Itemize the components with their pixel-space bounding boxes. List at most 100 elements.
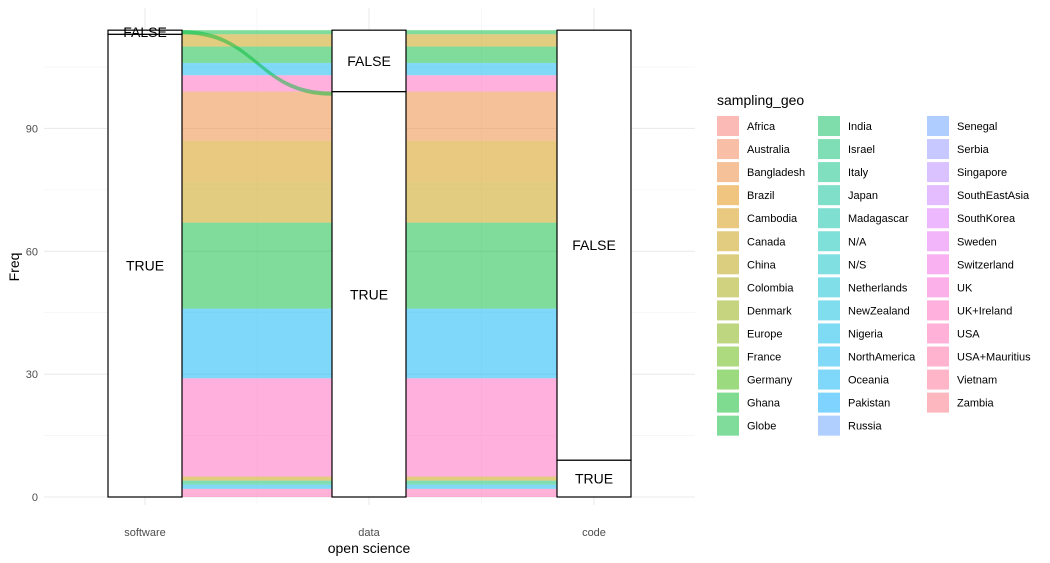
legend-key: [818, 323, 840, 344]
legend-label: N/S: [848, 259, 866, 271]
legend-key: [818, 185, 840, 206]
legend-label: Sweden: [957, 236, 997, 248]
legend-key: [717, 231, 739, 252]
legend-label: USA: [957, 328, 980, 340]
legend-key: [717, 162, 739, 183]
y-tick-label: 60: [26, 246, 38, 258]
legend-label: Madagascar: [848, 213, 909, 225]
x-tick-label: data: [358, 527, 380, 539]
legend-label: Pakistan: [848, 398, 890, 410]
legend-label: India: [848, 121, 873, 133]
legend-key: [927, 231, 949, 252]
legend-label: Canada: [747, 236, 786, 248]
legend-key: [717, 346, 739, 367]
legend-label: Europe: [747, 328, 782, 340]
legend-label: UK+Ireland: [957, 305, 1012, 317]
legend-label: Japan: [848, 190, 878, 202]
legend-key: [927, 392, 949, 413]
stratum-box: [107, 33, 183, 498]
strata: TRUE FALSE TRUE FALSE TRUE FALSE: [107, 24, 632, 498]
legend-label: France: [747, 352, 781, 364]
legend-key: [927, 277, 949, 298]
legend-label: Russia: [848, 421, 883, 433]
legend-key: [717, 254, 739, 275]
y-tick-label: 90: [26, 123, 38, 135]
legend-label: SouthKorea: [957, 213, 1016, 225]
legend-key: [818, 392, 840, 413]
legend-label: Brazil: [747, 190, 775, 202]
legend-label: Colombia: [747, 282, 794, 294]
legend-key: [717, 415, 739, 436]
legend-label: UK: [957, 282, 973, 294]
y-axis-title: Freq: [6, 253, 22, 282]
legend-key: [717, 277, 739, 298]
stratum-label: FALSE: [123, 24, 167, 40]
stratum-box: [331, 90, 407, 498]
legend-key: [818, 116, 840, 136]
legend-key: [927, 139, 949, 160]
flow-band-diverging: [182, 30, 332, 96]
legend-key: [927, 254, 949, 275]
legend-key: [818, 300, 840, 321]
legend-label: Africa: [747, 121, 776, 133]
stratum-label: TRUE: [575, 471, 613, 487]
legend-key: [927, 185, 949, 206]
legend-label: Zambia: [957, 398, 995, 410]
legend-label: Australia: [747, 144, 791, 156]
legend-key: [818, 139, 840, 160]
legend-label: Switzerland: [957, 259, 1014, 271]
legend-key: [717, 208, 739, 229]
legend-key: [927, 162, 949, 183]
x-axis-title: open science: [328, 540, 411, 556]
legend-label: SouthEastAsia: [957, 190, 1030, 202]
stratum-box: [107, 29, 183, 35]
legend-key: [818, 346, 840, 367]
x-axis: software data code: [124, 527, 606, 539]
legend-label: China: [747, 259, 777, 271]
legend-key: [927, 369, 949, 390]
x-tick-label: software: [124, 527, 166, 539]
legend-key: [818, 369, 840, 390]
legend-label: NewZealand: [848, 305, 910, 317]
legend-label: Serbia: [957, 144, 990, 156]
legend-label: NorthAmerica: [848, 352, 916, 364]
legend-key: [927, 116, 949, 136]
legend: sampling_geo Africa Australia Bangladesh Br…: [717, 92, 1031, 436]
legend-key: [927, 346, 949, 367]
legend-key: [818, 415, 840, 436]
legend-label: Singapore: [957, 167, 1007, 179]
legend-label: Vietnam: [957, 375, 997, 387]
y-tick-label: 30: [26, 369, 38, 381]
legend-key: [717, 139, 739, 160]
stratum-box: [556, 29, 632, 461]
legend-label: Globe: [747, 421, 776, 433]
stratum-label: FALSE: [347, 53, 391, 69]
legend-key: [818, 231, 840, 252]
legend-key: [818, 277, 840, 298]
legend-label: USA+Mauritius: [957, 352, 1031, 364]
stratum-label: FALSE: [572, 237, 616, 253]
legend-label: Senegal: [957, 121, 997, 133]
legend-label: Germany: [747, 375, 793, 387]
legend-label: N/A: [848, 236, 867, 248]
legend-label: Cambodia: [747, 213, 798, 225]
legend-label: Israel: [848, 144, 875, 156]
legend-key: [927, 323, 949, 344]
legend-title: sampling_geo: [717, 92, 804, 108]
legend-key: [717, 185, 739, 206]
legend-label: Netherlands: [848, 282, 908, 294]
legend-key: [818, 162, 840, 183]
stratum-box: [331, 29, 407, 93]
y-axis: 0 30 60 90: [26, 123, 38, 504]
legend-label: Nigeria: [848, 328, 884, 340]
legend-key: [818, 254, 840, 275]
stratum-label: TRUE: [350, 286, 388, 302]
legend-key: [717, 323, 739, 344]
x-tick-label: code: [582, 527, 606, 539]
legend-label: Italy: [848, 167, 869, 179]
legend-label: Bangladesh: [747, 167, 805, 179]
legend-key: [717, 300, 739, 321]
legend-key: [927, 300, 949, 321]
legend-key: [927, 208, 949, 229]
